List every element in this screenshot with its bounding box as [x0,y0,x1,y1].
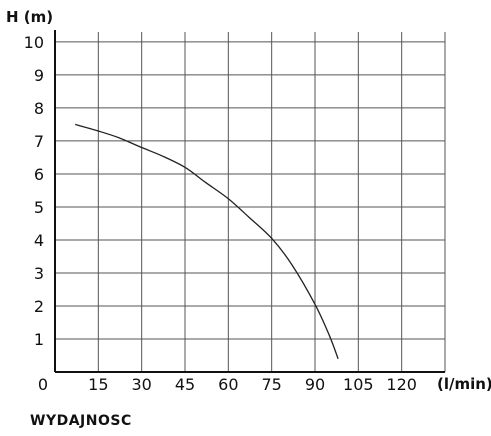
y-tick-labels: 1 2 3 4 5 6 7 8 9 10 [24,33,44,349]
x-axis-label: (l/min) [437,375,491,393]
y-tick-label: 5 [34,198,44,217]
x-tick-label: 60 [218,375,238,394]
y-axis-label: H (m) [6,8,53,26]
y-tick-label: 6 [34,165,44,184]
y-tick-label: 7 [34,132,44,151]
x-tick-label: 45 [175,375,195,394]
x-tick-label: 30 [131,375,151,394]
y-tick-label: 9 [34,66,44,85]
x-tick-label: 75 [261,375,281,394]
axes [54,30,445,373]
x-tick-label: 105 [343,375,374,394]
y-tick-label: 10 [24,33,44,52]
x-tick-label: 90 [305,375,325,394]
x-tick-label: 15 [88,375,108,394]
grid [55,32,446,372]
y-tick-label: 4 [34,231,44,250]
y-tick-label: 8 [34,99,44,118]
series-line [75,123,339,360]
y-tick-label: 1 [34,330,44,349]
x-tick-labels: 0 15 30 45 60 75 90 105 120 [38,375,417,394]
y-tick-label: 2 [34,297,44,316]
series [75,123,339,360]
footer-label: WYDAJNOSC [30,413,132,429]
x-tick-label: 0 [38,375,48,394]
y-tick-label: 3 [34,264,44,283]
x-tick-label: 120 [386,375,417,394]
